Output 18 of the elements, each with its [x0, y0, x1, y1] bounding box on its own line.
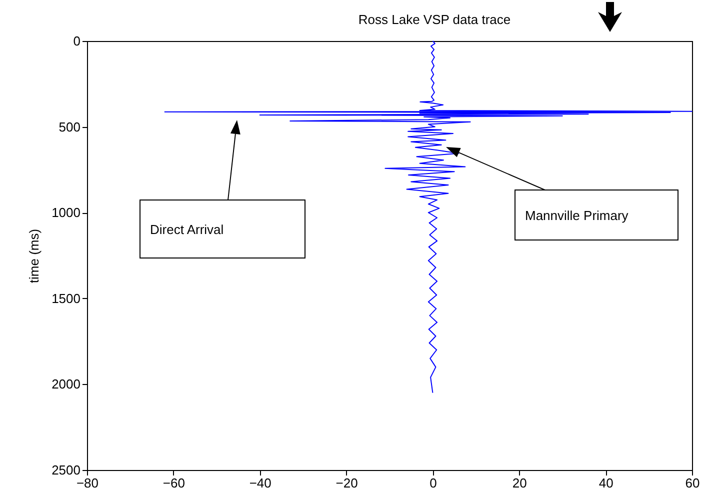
x-tick-label: 20	[512, 476, 527, 490]
y-axis-title: time (ms)	[26, 228, 42, 284]
y-tick-label: 1000	[52, 205, 80, 220]
x-tick-label: −80	[76, 476, 99, 490]
x-tick-label: 60	[685, 476, 700, 490]
x-tick-label: −60	[162, 476, 185, 490]
y-tick-label: 0	[73, 34, 80, 48]
y-tick-label: 2000	[52, 376, 80, 392]
y-tick-label: 1500	[52, 290, 80, 306]
x-tick-label: −20	[336, 476, 358, 490]
annotation: Mannville Primary	[525, 208, 629, 223]
annotation: Direct Arrival	[150, 222, 224, 237]
x-tick-label: −40	[249, 476, 272, 490]
y-tick-label: 2500	[52, 462, 80, 478]
x-tick-label: 40	[598, 476, 614, 490]
y-tick-label: 500	[58, 119, 80, 134]
x-tick-label: 0	[430, 476, 437, 490]
chart-title: Ross Lake VSP data trace	[358, 12, 511, 27]
